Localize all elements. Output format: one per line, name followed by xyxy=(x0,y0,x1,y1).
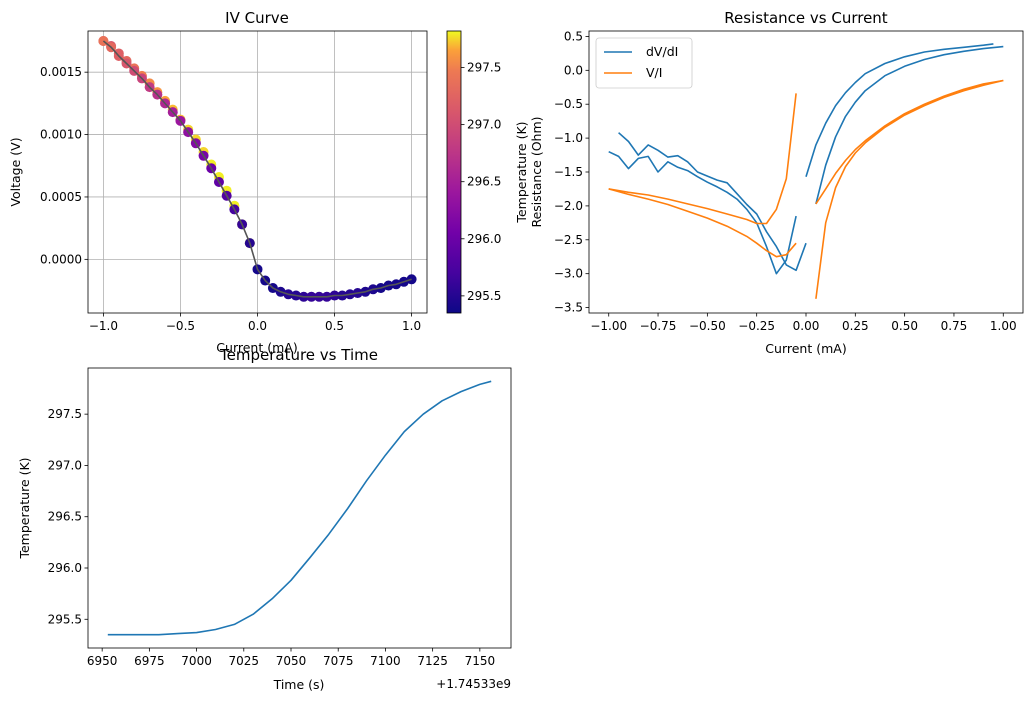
tt-xtick-label: 7025 xyxy=(229,654,260,668)
rc-line-vi xyxy=(815,79,1004,299)
rc-xtick-label: 0.00 xyxy=(793,319,820,333)
rc-line-vi xyxy=(608,93,797,225)
tt-xtick-label: 7075 xyxy=(323,654,354,668)
iv-xtick-label: 1.0 xyxy=(402,319,421,333)
rc-ytick-label: −1.5 xyxy=(554,165,583,179)
rc-ytick-label: −2.0 xyxy=(554,199,583,213)
rc-ytick-label: −0.5 xyxy=(554,97,583,111)
tt-xtick-label: 7050 xyxy=(276,654,307,668)
colorbar-ticks: 295.5 296.0 296.5 297.0 297.5 xyxy=(461,61,501,303)
rc-legend: dV/dI V/I xyxy=(595,37,693,89)
rc-line-vi xyxy=(608,188,797,258)
colorbar-gradient xyxy=(446,30,462,314)
rc-line-vi xyxy=(815,79,1004,205)
rc-line-dvdi xyxy=(608,150,797,275)
iv-colorbar: 295.5 296.0 296.5 297.0 297.5 Temperature (K… xyxy=(446,30,529,314)
colorbar-label: Temperature (K) xyxy=(514,121,529,223)
rc-xtick-label: −1.00 xyxy=(590,319,627,333)
rc-xtick-label: 0.25 xyxy=(842,319,869,333)
colorbar-tick-label: 297.0 xyxy=(467,118,501,132)
tt-ytick-label: 297.5 xyxy=(48,407,82,421)
rc-xlabel: Current (mA) xyxy=(765,341,846,356)
rc-ytick-label: −3.0 xyxy=(554,267,583,281)
rc-xtick-label: 0.50 xyxy=(891,319,918,333)
tt-xtick-label: 6975 xyxy=(134,654,165,668)
tt-xtick-label: 7000 xyxy=(181,654,212,668)
rc-xtick-label: −0.25 xyxy=(738,319,775,333)
iv-ytick-label: 0.0010 xyxy=(40,128,82,142)
tt-line xyxy=(107,380,492,636)
rc-xtick-label: −0.75 xyxy=(640,319,677,333)
resistance-panel: −1.00 −0.75 −0.50 −0.25 0.00 0.25 0.50 0.75 1.00… xyxy=(529,9,1024,356)
legend-label-dvdi: dV/dI xyxy=(646,44,678,59)
tt-xtick-label: 7150 xyxy=(465,654,496,668)
iv-xtick-label: 0.0 xyxy=(248,319,267,333)
tt-xtick-label: 7125 xyxy=(417,654,448,668)
rc-ytick-label: −1.0 xyxy=(554,131,583,145)
iv-title: IV Curve xyxy=(225,9,289,27)
iv-xlabel: Current (mA) xyxy=(216,340,297,355)
colorbar-tick-label: 295.5 xyxy=(467,289,501,303)
tt-offset-label: +1.74533e9 xyxy=(436,677,511,691)
temperature-panel: 6950 6975 7000 7025 7050 7075 7100 7125 7150 295.… xyxy=(17,346,512,692)
iv-curve-panel: −1.0 −0.5 0.0 0.5 1.0 0.0000 0.0005 0.0010 0.001… xyxy=(8,9,529,355)
tt-ylabel: Temperature (K) xyxy=(17,457,32,559)
iv-ytick-label: 0.0015 xyxy=(40,65,82,79)
iv-fit-line xyxy=(102,40,412,298)
rc-ylabel: Resistance (Ohm) xyxy=(529,116,544,227)
iv-xtick-label: 0.5 xyxy=(325,319,344,333)
iv-ylabel: Voltage (V) xyxy=(8,137,23,206)
colorbar-tick-label: 296.5 xyxy=(467,175,501,189)
tt-ytick-label: 296.0 xyxy=(48,561,82,575)
tt-xtick-label: 7100 xyxy=(370,654,401,668)
rc-ytick-label: −3.5 xyxy=(554,301,583,315)
tt-xtick-label: 6950 xyxy=(87,654,118,668)
iv-ytick-label: 0.0000 xyxy=(40,252,82,266)
rc-ticks: −1.00 −0.75 −0.50 −0.25 0.00 0.25 0.50 0.75 1.00… xyxy=(554,29,1017,333)
rc-line-dvdi xyxy=(805,43,994,177)
iv-ytick-label: 0.0005 xyxy=(40,190,82,204)
iv-ticks: −1.0 −0.5 0.0 0.5 1.0 0.0000 0.0005 0.0010 0.001… xyxy=(40,65,421,333)
rc-xtick-label: −0.50 xyxy=(689,319,726,333)
tt-title: Temperature vs Time xyxy=(219,346,378,364)
rc-line-dvdi xyxy=(815,45,1004,205)
iv-xtick-label: −0.5 xyxy=(166,319,195,333)
tt-axes-frame xyxy=(87,367,512,649)
legend-box xyxy=(595,37,693,89)
colorbar-tick-label: 297.5 xyxy=(467,61,501,75)
rc-title: Resistance vs Current xyxy=(724,9,888,27)
iv-grid xyxy=(88,31,427,313)
tt-ytick-label: 297.0 xyxy=(48,458,82,472)
iv-xtick-label: −1.0 xyxy=(89,319,118,333)
rc-ytick-label: 0.0 xyxy=(564,63,583,77)
tt-xlabel: Time (s) xyxy=(273,677,325,692)
rc-ytick-label: 0.5 xyxy=(564,29,583,43)
rc-xtick-label: 1.00 xyxy=(990,319,1017,333)
rc-xtick-label: 0.75 xyxy=(941,319,968,333)
tt-ytick-label: 296.5 xyxy=(48,510,82,524)
tt-ytick-label: 295.5 xyxy=(48,612,82,626)
rc-ytick-label: −2.5 xyxy=(554,233,583,247)
legend-label-vi: V/I xyxy=(646,65,662,80)
tt-ticks: 6950 6975 7000 7025 7050 7075 7100 7125 7150 295.… xyxy=(48,407,495,668)
colorbar-tick-label: 296.0 xyxy=(467,232,501,246)
tt-marks xyxy=(107,380,492,636)
iv-marks xyxy=(98,35,417,302)
rc-line-dvdi xyxy=(618,132,807,272)
rc-marks xyxy=(608,43,1004,299)
